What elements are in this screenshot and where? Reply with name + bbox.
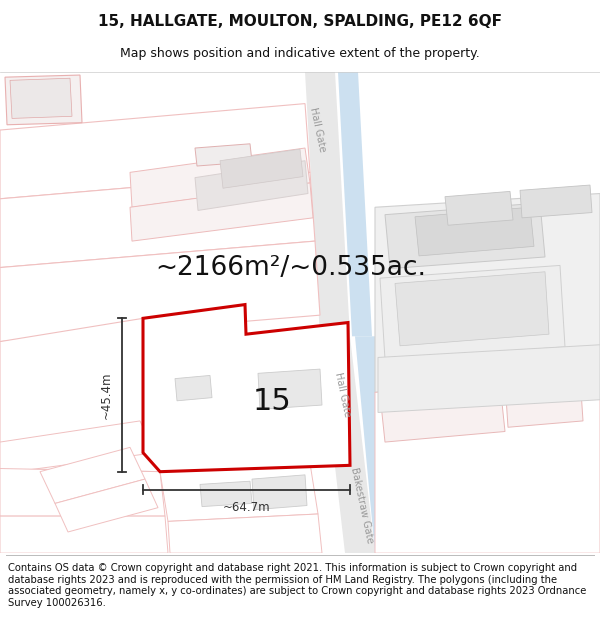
Polygon shape [130, 148, 310, 208]
Polygon shape [175, 376, 212, 401]
Polygon shape [195, 161, 308, 211]
Polygon shape [320, 336, 375, 553]
Polygon shape [355, 336, 395, 553]
Polygon shape [0, 241, 320, 342]
Polygon shape [380, 384, 505, 442]
Polygon shape [258, 369, 322, 409]
Polygon shape [0, 469, 165, 516]
Polygon shape [195, 144, 252, 166]
Polygon shape [0, 516, 168, 553]
Polygon shape [220, 149, 303, 188]
Text: ~64.7m: ~64.7m [223, 501, 271, 514]
Polygon shape [505, 376, 583, 428]
Polygon shape [415, 208, 534, 256]
Polygon shape [375, 379, 600, 553]
Polygon shape [160, 463, 318, 521]
Text: ~45.4m: ~45.4m [100, 371, 113, 419]
Polygon shape [445, 191, 513, 225]
Polygon shape [520, 185, 592, 218]
Polygon shape [200, 481, 252, 507]
Text: 15, HALLGATE, MOULTON, SPALDING, PE12 6QF: 15, HALLGATE, MOULTON, SPALDING, PE12 6Q… [98, 14, 502, 29]
Text: 15: 15 [253, 388, 292, 416]
Polygon shape [395, 272, 549, 346]
Polygon shape [130, 183, 313, 241]
Text: Contains OS data © Crown copyright and database right 2021. This information is : Contains OS data © Crown copyright and d… [8, 563, 586, 608]
Polygon shape [0, 72, 600, 553]
Polygon shape [55, 479, 158, 532]
Text: Map shows position and indicative extent of the property.: Map shows position and indicative extent… [120, 48, 480, 61]
Polygon shape [305, 72, 350, 336]
Polygon shape [0, 173, 315, 268]
Polygon shape [168, 514, 322, 553]
Polygon shape [385, 203, 545, 269]
Polygon shape [252, 475, 307, 510]
Text: ~2166m²/~0.535ac.: ~2166m²/~0.535ac. [155, 254, 426, 281]
Text: Hall Gate: Hall Gate [308, 107, 328, 153]
Polygon shape [0, 104, 310, 199]
Polygon shape [40, 448, 145, 503]
Polygon shape [143, 304, 350, 472]
Polygon shape [378, 345, 600, 413]
Polygon shape [375, 194, 600, 392]
Polygon shape [5, 75, 82, 125]
Polygon shape [0, 421, 155, 474]
Polygon shape [10, 78, 72, 118]
Polygon shape [0, 318, 160, 472]
Polygon shape [380, 266, 565, 359]
Text: Bakestraw Gate: Bakestraw Gate [349, 467, 375, 544]
Polygon shape [338, 72, 372, 336]
Text: Hall Gate: Hall Gate [334, 371, 353, 418]
